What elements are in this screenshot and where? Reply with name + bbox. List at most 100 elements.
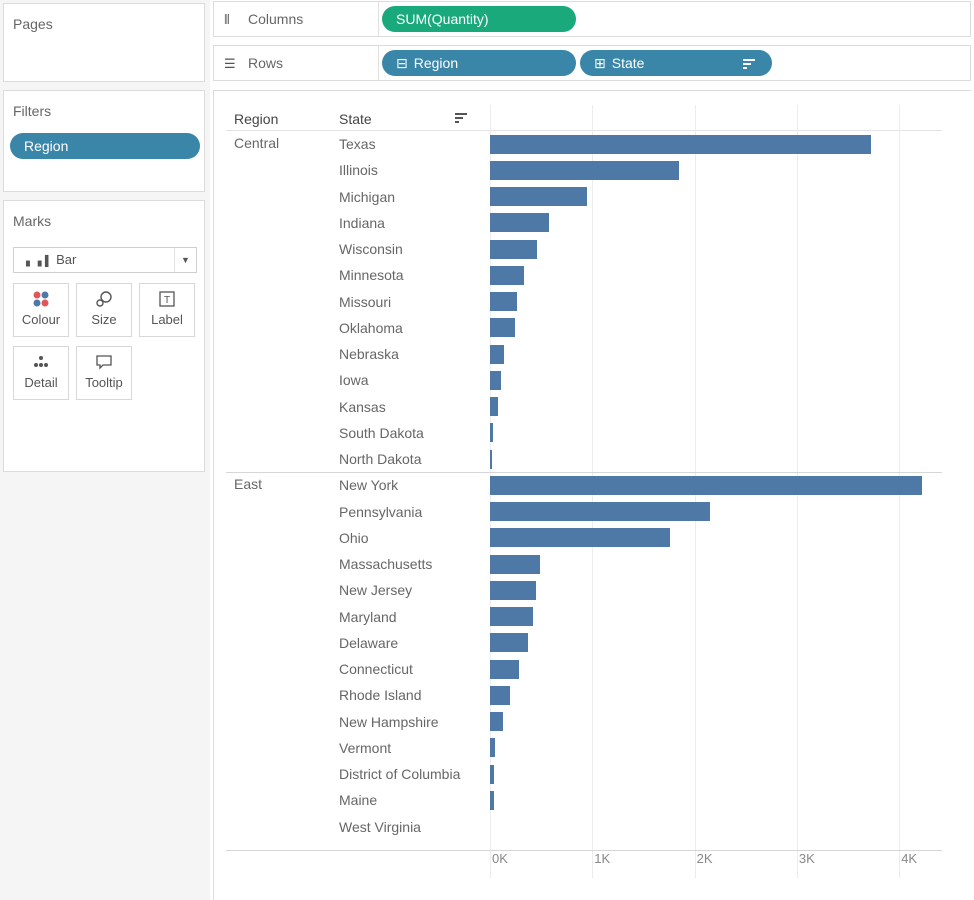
state-label: Missouri <box>339 293 392 310</box>
collapse-icon: ⊟ <box>396 55 408 71</box>
colour-icon <box>14 290 68 312</box>
bar[interactable] <box>490 292 518 312</box>
state-label: Michigan <box>339 188 396 205</box>
state-label: Vermont <box>339 739 392 756</box>
rows-icon: ☰ <box>224 56 236 71</box>
rows-shelf-label: ☰ Rows <box>214 46 379 80</box>
state-label: New York <box>339 477 399 494</box>
rows-shelf: ☰ Rows ⊟ Region ⊞ State <box>213 45 971 81</box>
pages-card: Pages <box>3 3 205 82</box>
marks-title: Marks <box>13 213 52 229</box>
chevron-down-icon: ▼ <box>174 248 196 272</box>
bar-chart: 0K 1K 2K 3K 4K Central Texas Illinois Michigan In… <box>214 91 972 900</box>
sort-icon[interactable] <box>454 111 468 130</box>
bar[interactable] <box>490 790 494 810</box>
columns-shelf: ⦀ Columns SUM(Quantity) <box>213 1 971 37</box>
state-label: Minnesota <box>339 267 404 284</box>
state-label: Connecticut <box>339 661 413 677</box>
column-header-state: State <box>339 111 372 127</box>
colour-label: Colour <box>21 312 61 327</box>
bar[interactable] <box>490 344 504 364</box>
filter-pill-region[interactable]: Region <box>10 133 200 159</box>
columns-pill-sum-quantity[interactable]: SUM(Quantity) <box>382 6 576 32</box>
header-divider <box>226 130 942 131</box>
label-icon: T <box>140 290 194 312</box>
state-label: District of Columbia <box>339 766 461 782</box>
state-label: North Dakota <box>339 451 422 467</box>
region-divider <box>226 472 942 474</box>
bar[interactable] <box>490 423 493 443</box>
x-tick-label: 0K <box>492 851 508 866</box>
size-icon <box>77 290 131 312</box>
column-header-region: Region <box>234 111 279 127</box>
rows-pill-region[interactable]: ⊟ Region <box>382 50 576 76</box>
bar[interactable] <box>490 449 492 469</box>
bar[interactable] <box>490 134 871 154</box>
state-label: Ohio <box>339 529 369 546</box>
bar[interactable] <box>490 370 502 390</box>
tooltip-label: Tooltip <box>85 375 123 390</box>
bar[interactable] <box>490 475 923 495</box>
bar[interactable] <box>490 685 511 705</box>
mark-type-label: Bar <box>56 252 77 267</box>
marks-card: Marks ▖▗▐ Bar ▼ Colour Size T Label Deta… <box>3 200 205 472</box>
state-label: Texas <box>339 136 376 152</box>
columns-shelf-label: ⦀ Columns <box>214 2 379 36</box>
state-label: South Dakota <box>339 424 424 441</box>
state-label: Pennsylvania <box>339 503 423 520</box>
state-label: Illinois <box>339 162 378 179</box>
sort-icon[interactable] <box>742 50 756 76</box>
state-label: Indiana <box>339 214 385 231</box>
bar[interactable] <box>490 607 533 627</box>
region-label: Central <box>234 135 280 151</box>
bar[interactable] <box>490 265 524 285</box>
state-label: New Hampshire <box>339 713 439 730</box>
bar[interactable] <box>490 659 519 679</box>
state-label: Delaware <box>339 634 399 651</box>
filters-title: Filters <box>13 103 52 119</box>
detail-icon <box>14 353 68 375</box>
bar[interactable] <box>490 528 670 548</box>
bar[interactable] <box>490 764 495 784</box>
state-label: Maryland <box>339 608 397 625</box>
bar[interactable] <box>490 580 537 600</box>
detail-button[interactable]: Detail <box>13 346 69 400</box>
filters-card: Filters Region <box>3 90 205 192</box>
bar[interactable] <box>490 712 504 732</box>
label-label: Label <box>151 312 183 327</box>
x-tick-label: 4K <box>901 851 918 866</box>
bar[interactable] <box>490 502 711 522</box>
state-label: Maine <box>339 792 378 809</box>
x-axis-line <box>226 849 942 851</box>
bar[interactable] <box>490 397 498 417</box>
mark-type-dropdown[interactable]: ▖▗▐ Bar ▼ <box>13 247 197 273</box>
state-label: Kansas <box>339 398 386 415</box>
bar[interactable] <box>490 554 541 574</box>
bar[interactable] <box>490 187 587 207</box>
bar[interactable] <box>490 213 550 233</box>
bar[interactable] <box>490 633 528 653</box>
expand-icon: ⊞ <box>594 55 606 71</box>
label-button[interactable]: T Label <box>139 283 195 337</box>
bar[interactable] <box>490 318 516 338</box>
state-label: Iowa <box>339 372 369 389</box>
columns-icon: ⦀ <box>224 12 230 27</box>
x-tick-label: 1K <box>594 851 611 866</box>
state-label: Massachusetts <box>339 556 433 572</box>
pages-title: Pages <box>13 16 53 32</box>
state-label: Wisconsin <box>339 241 403 257</box>
tooltip-button[interactable]: Tooltip <box>76 346 132 400</box>
colour-button[interactable]: Colour <box>13 283 69 337</box>
size-button[interactable]: Size <box>76 283 132 337</box>
x-tick-label: 2K <box>696 851 713 866</box>
x-tick-label: 3K <box>798 851 815 866</box>
state-label: New Jersey <box>339 582 413 599</box>
view-canvas: Region State 0K 1K 2K 3K 4K Central Texas Illin… <box>213 90 971 900</box>
svg-text:T: T <box>164 295 170 306</box>
tooltip-icon <box>77 353 131 375</box>
rows-pill-state[interactable]: ⊞ State <box>580 50 772 76</box>
state-label: Oklahoma <box>339 319 403 336</box>
bar[interactable] <box>490 239 538 259</box>
bar[interactable] <box>490 160 679 180</box>
bar[interactable] <box>490 738 495 758</box>
